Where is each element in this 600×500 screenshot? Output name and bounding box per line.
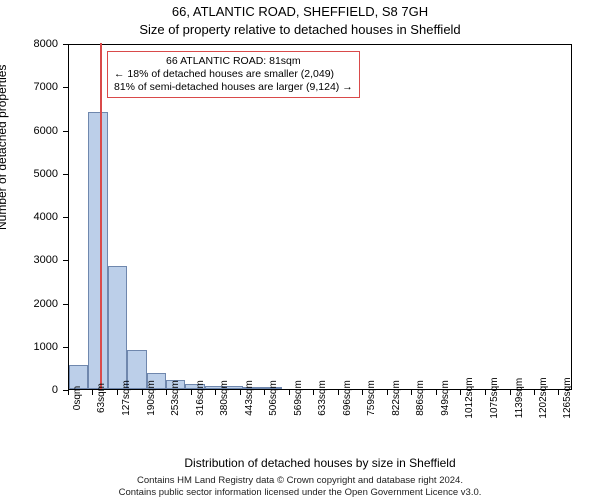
y-tick-mark	[63, 217, 68, 218]
title-line-2: Size of property relative to detached ho…	[0, 22, 600, 37]
y-tick-label: 4000	[0, 211, 58, 223]
x-tick-mark	[387, 390, 388, 395]
x-tick-mark	[92, 390, 93, 395]
x-tick-label: 380sqm	[219, 380, 230, 416]
x-tick-mark	[510, 390, 511, 395]
y-tick-mark	[63, 131, 68, 132]
footer-line-1: Contains HM Land Registry data © Crown c…	[0, 475, 600, 486]
x-tick-label: 127sqm	[121, 380, 132, 416]
histogram-bar	[108, 266, 127, 389]
y-tick-label: 7000	[0, 81, 58, 93]
x-tick-mark	[289, 390, 290, 395]
x-tick-label: 63sqm	[96, 383, 107, 413]
y-tick-mark	[63, 44, 68, 45]
y-tick-mark	[63, 174, 68, 175]
x-tick-mark	[362, 390, 363, 395]
x-tick-label: 1075sqm	[489, 377, 500, 418]
title-line-1: 66, ATLANTIC ROAD, SHEFFIELD, S8 7GH	[0, 4, 600, 19]
y-tick-label: 8000	[0, 38, 58, 50]
y-tick-label: 1000	[0, 341, 58, 353]
footer-attribution: Contains HM Land Registry data © Crown c…	[0, 475, 600, 498]
x-tick-label: 696sqm	[342, 380, 353, 416]
chart-container: 66, ATLANTIC ROAD, SHEFFIELD, S8 7GH Siz…	[0, 0, 600, 500]
x-tick-mark	[166, 390, 167, 395]
x-tick-label: 0sqm	[72, 386, 83, 410]
x-tick-label: 949sqm	[440, 380, 451, 416]
x-tick-mark	[117, 390, 118, 395]
x-tick-label: 822sqm	[391, 380, 402, 416]
x-tick-label: 443sqm	[244, 380, 255, 416]
x-tick-label: 633sqm	[317, 380, 328, 416]
annotation-line-3: 81% of semi-detached houses are larger (…	[114, 81, 353, 94]
plot-area: 66 ATLANTIC ROAD: 81sqm← 18% of detached…	[68, 44, 572, 390]
x-tick-mark	[142, 390, 143, 395]
x-tick-label: 886sqm	[415, 380, 426, 416]
annotation-line-1: 66 ATLANTIC ROAD: 81sqm	[114, 55, 353, 68]
x-tick-mark	[264, 390, 265, 395]
y-tick-label: 3000	[0, 254, 58, 266]
y-tick-label: 6000	[0, 125, 58, 137]
x-tick-mark	[240, 390, 241, 395]
x-axis-label: Distribution of detached houses by size …	[68, 456, 572, 470]
y-tick-mark	[63, 260, 68, 261]
x-tick-mark	[485, 390, 486, 395]
y-tick-label: 5000	[0, 168, 58, 180]
x-tick-label: 1202sqm	[538, 377, 549, 418]
x-tick-mark	[68, 390, 69, 395]
x-tick-label: 1139sqm	[514, 378, 525, 418]
x-tick-label: 506sqm	[268, 380, 279, 416]
footer-line-2: Contains public sector information licen…	[0, 487, 600, 498]
x-tick-mark	[411, 390, 412, 395]
x-tick-mark	[338, 390, 339, 395]
annotation-box: 66 ATLANTIC ROAD: 81sqm← 18% of detached…	[107, 51, 360, 98]
x-tick-mark	[558, 390, 559, 395]
y-tick-mark	[63, 347, 68, 348]
x-tick-mark	[215, 390, 216, 395]
x-tick-label: 759sqm	[366, 380, 377, 416]
x-tick-mark	[436, 390, 437, 395]
x-tick-label: 190sqm	[146, 380, 157, 416]
x-tick-mark	[534, 390, 535, 395]
y-tick-mark	[63, 304, 68, 305]
x-tick-mark	[460, 390, 461, 395]
histogram-bar	[88, 112, 107, 389]
x-tick-label: 316sqm	[195, 380, 206, 416]
y-tick-label: 2000	[0, 298, 58, 310]
x-tick-label: 253sqm	[170, 380, 181, 416]
x-tick-mark	[313, 390, 314, 395]
x-tick-label: 1265sqm	[562, 377, 573, 418]
annotation-line-2: ← 18% of detached houses are smaller (2,…	[114, 68, 353, 81]
x-tick-label: 1012sqm	[464, 377, 475, 418]
property-marker-line	[100, 43, 102, 389]
x-tick-label: 569sqm	[293, 380, 304, 416]
y-tick-mark	[63, 87, 68, 88]
x-tick-mark	[191, 390, 192, 395]
y-tick-label: 0	[0, 384, 58, 396]
